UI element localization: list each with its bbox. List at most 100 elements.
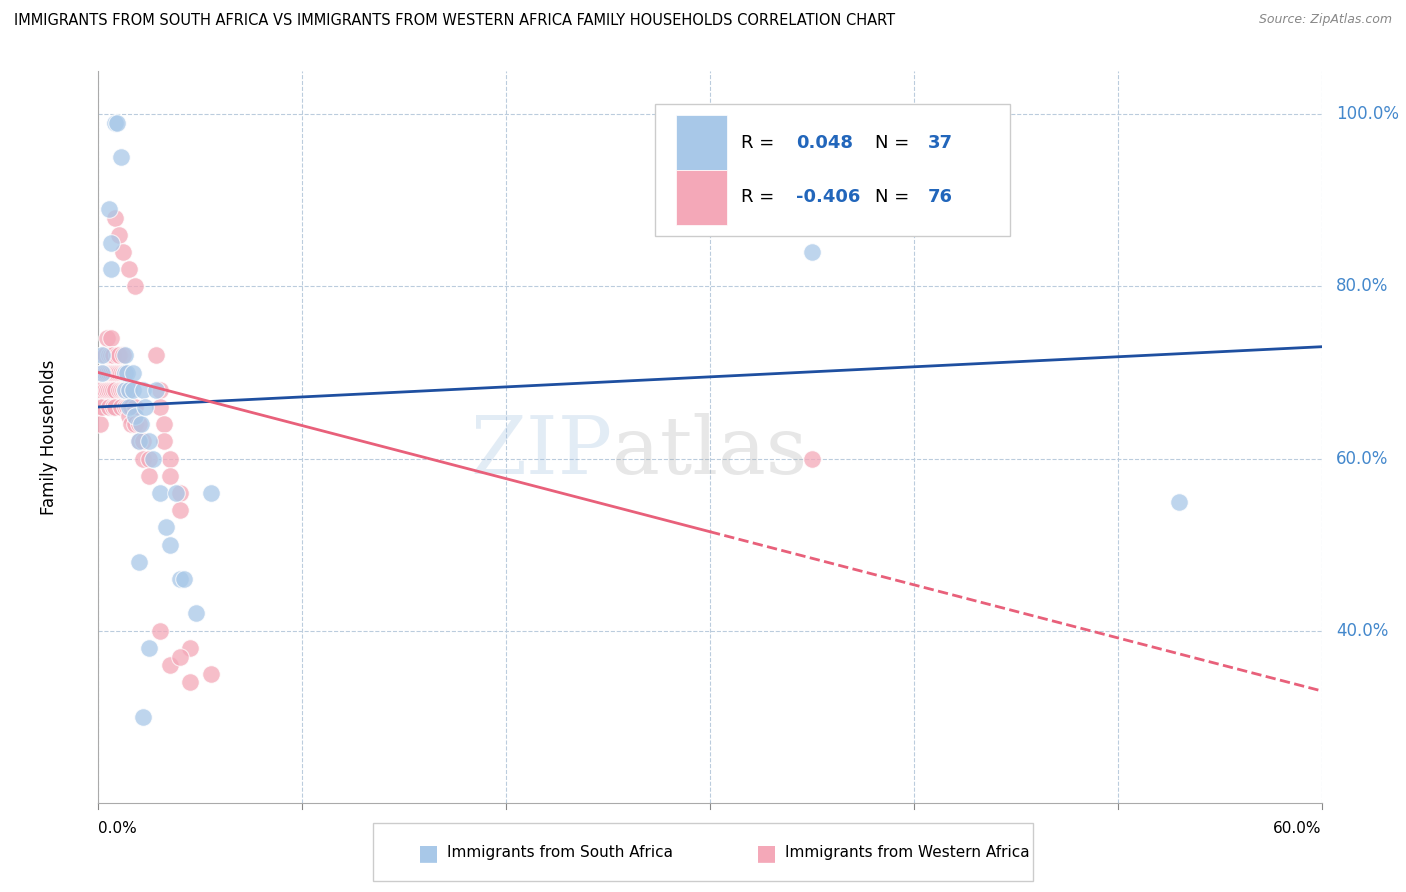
Point [152,417,174,432]
Point [104,116,127,130]
FancyBboxPatch shape [676,170,727,225]
Point [165,486,187,500]
Text: R =: R = [741,188,779,206]
Point [93,348,115,362]
Point [91,366,114,380]
Point [118,383,141,397]
Point [179,640,201,655]
Text: 76: 76 [928,188,953,206]
Point [200,666,222,681]
Point [110,400,132,414]
Point [89,400,111,414]
Text: 60.0%: 60.0% [1336,450,1389,467]
Point [132,451,155,466]
Point [100,236,122,251]
Point [96,331,118,345]
Point [128,417,150,432]
Text: 37: 37 [928,134,953,152]
Point [179,675,201,690]
Point [145,383,167,397]
Point [104,400,127,414]
Point [124,279,146,293]
Point [105,116,128,130]
Text: 0.0%: 0.0% [98,821,138,836]
Point [91,400,114,414]
Point [110,383,132,397]
Point [149,383,172,397]
Point [111,366,134,380]
Text: N =: N = [875,134,915,152]
FancyBboxPatch shape [676,115,727,170]
Point [149,400,172,414]
Text: 40.0%: 40.0% [1336,622,1389,640]
Point [105,348,128,362]
Point [128,434,150,449]
Text: ■: ■ [756,843,776,863]
Point [122,366,145,380]
Point [801,245,824,260]
Point [104,383,127,397]
Text: ■: ■ [419,843,439,863]
Point [155,520,177,534]
Point [114,366,136,380]
Point [111,245,134,260]
Point [114,348,136,362]
Point [104,211,127,225]
Point [132,383,155,397]
Point [97,400,120,414]
Point [124,417,146,432]
Point [138,468,160,483]
Point [128,434,150,449]
Point [138,640,160,655]
Point [91,348,114,362]
Point [118,262,141,277]
Point [89,383,111,397]
Point [1167,494,1189,508]
Point [111,348,134,362]
Point [142,451,165,466]
Point [97,348,120,362]
Point [108,348,131,362]
Point [118,383,141,397]
Point [132,434,155,449]
Point [149,624,172,638]
Point [89,417,111,432]
Point [115,400,138,414]
Text: Family Households: Family Households [41,359,59,515]
Point [114,366,136,380]
Point [200,486,222,500]
Point [101,383,124,397]
Point [114,383,136,397]
Point [96,366,118,380]
Point [169,572,191,586]
Point [152,434,174,449]
Point [110,366,132,380]
Point [108,227,131,242]
Text: ZIP: ZIP [470,413,612,491]
Point [104,366,127,380]
Text: 0.048: 0.048 [796,134,852,152]
Point [100,383,122,397]
Point [115,366,138,380]
FancyBboxPatch shape [655,104,1010,235]
Point [96,383,118,397]
Text: Immigrants from South Africa: Immigrants from South Africa [447,846,673,860]
Point [138,434,160,449]
Point [115,383,138,397]
Point [173,572,195,586]
Point [124,400,146,414]
Point [100,348,122,362]
Point [114,383,136,397]
Point [97,366,120,380]
Point [120,400,142,414]
Point [91,366,114,380]
Point [97,383,120,397]
Point [100,262,122,277]
Point [169,486,191,500]
Point [101,400,124,414]
Text: R =: R = [741,134,779,152]
Text: N =: N = [875,188,915,206]
Point [91,383,114,397]
Point [159,658,181,673]
Point [101,348,124,362]
